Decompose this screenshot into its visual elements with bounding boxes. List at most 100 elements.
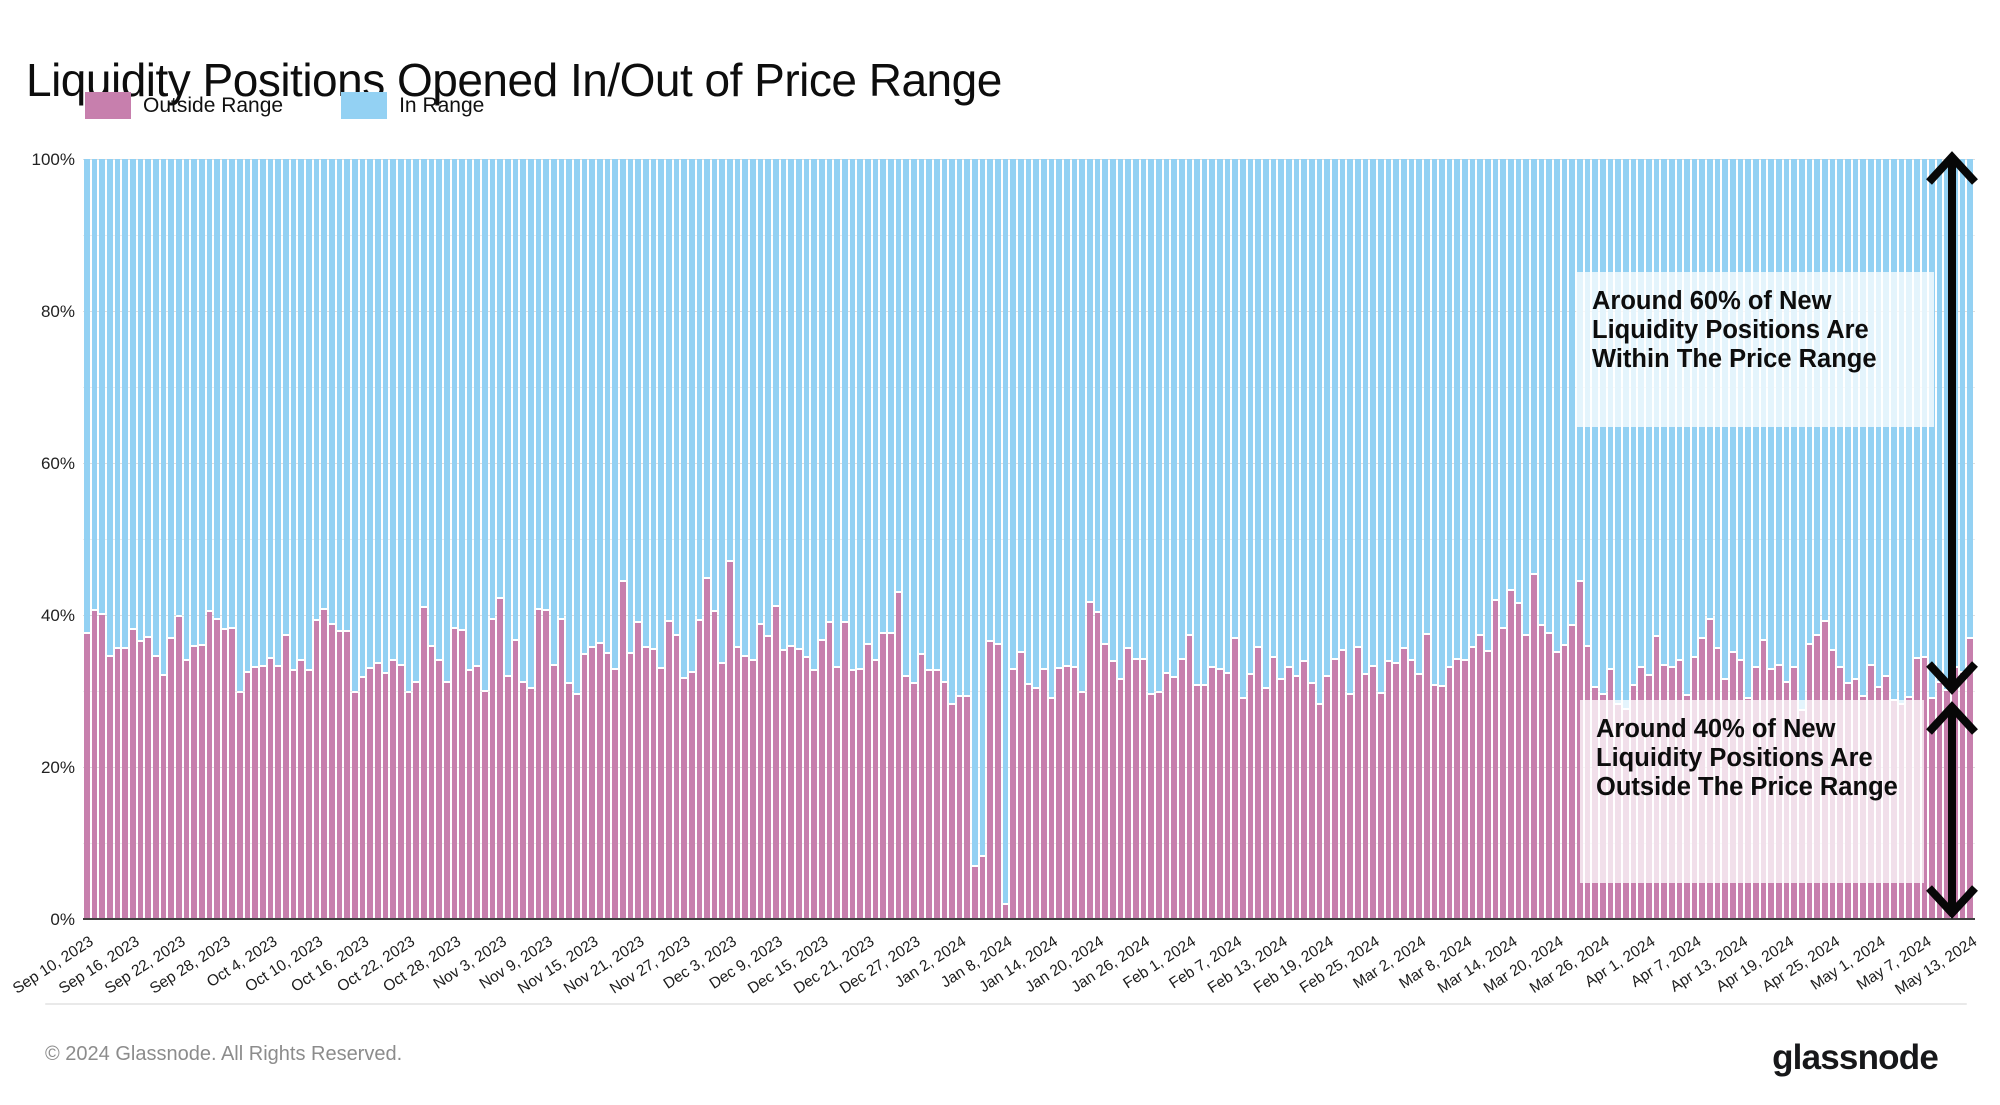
bar-in-range-segment[interactable] — [1569, 159, 1575, 625]
bar-in-range-segment[interactable] — [99, 159, 105, 613]
bar-outside-range-segment[interactable] — [1316, 702, 1323, 919]
bar[interactable] — [1438, 159, 1446, 919]
bar-in-range-segment[interactable] — [543, 159, 550, 610]
bar-outside-range-segment[interactable] — [834, 666, 840, 919]
bar[interactable] — [879, 159, 887, 919]
bar[interactable] — [902, 159, 910, 919]
bar-in-range-segment[interactable] — [841, 159, 848, 622]
bar-in-range-segment[interactable] — [681, 159, 687, 677]
bar[interactable] — [343, 159, 351, 919]
bar-outside-range-segment[interactable] — [1446, 666, 1453, 919]
bar[interactable] — [619, 159, 627, 919]
bar-outside-range-segment[interactable] — [1929, 696, 1935, 919]
bar-outside-range-segment[interactable] — [635, 621, 641, 919]
bar-outside-range-segment[interactable] — [681, 676, 687, 919]
bar-outside-range-segment[interactable] — [1362, 673, 1369, 919]
bar[interactable] — [206, 159, 214, 919]
bar[interactable] — [849, 159, 857, 919]
bar[interactable] — [83, 159, 91, 919]
bar-outside-range-segment[interactable] — [137, 639, 144, 919]
bar-in-range-segment[interactable] — [221, 159, 228, 629]
bar-in-range-segment[interactable] — [1071, 159, 1078, 667]
bar-in-range-segment[interactable] — [834, 159, 840, 667]
bar-outside-range-segment[interactable] — [306, 669, 312, 919]
bar-in-range-segment[interactable] — [887, 159, 894, 632]
bar-in-range-segment[interactable] — [972, 159, 978, 866]
bar[interactable] — [963, 159, 971, 919]
bar-in-range-segment[interactable] — [1255, 159, 1262, 646]
bar-outside-range-segment[interactable] — [1324, 674, 1330, 919]
bar-outside-range-segment[interactable] — [1286, 666, 1292, 919]
bar-in-range-segment[interactable] — [627, 159, 634, 652]
bar-in-range-segment[interactable] — [1217, 159, 1223, 668]
bar-in-range-segment[interactable] — [275, 159, 282, 666]
bar[interactable] — [351, 159, 359, 919]
bar-outside-range-segment[interactable] — [329, 622, 335, 919]
bar-outside-range-segment[interactable] — [910, 682, 917, 919]
bar-in-range-segment[interactable] — [857, 159, 863, 668]
bar-outside-range-segment[interactable] — [1523, 634, 1530, 919]
bar-outside-range-segment[interactable] — [198, 644, 205, 919]
bar[interactable] — [504, 159, 512, 919]
bar[interactable] — [1132, 159, 1140, 919]
bar-in-range-segment[interactable] — [1010, 159, 1017, 669]
bar-in-range-segment[interactable] — [91, 159, 98, 610]
bar-outside-range-segment[interactable] — [183, 658, 190, 919]
bar-outside-range-segment[interactable] — [811, 669, 817, 919]
bar-in-range-segment[interactable] — [1385, 159, 1392, 661]
bar-outside-range-segment[interactable] — [443, 681, 450, 919]
bar-outside-range-segment[interactable] — [1385, 660, 1392, 919]
bar-outside-range-segment[interactable] — [742, 654, 749, 919]
bar-in-range-segment[interactable] — [1485, 159, 1491, 651]
bar-in-range-segment[interactable] — [168, 159, 174, 638]
bar-in-range-segment[interactable] — [589, 159, 595, 647]
bar[interactable] — [512, 159, 520, 919]
bar-in-range-segment[interactable] — [581, 159, 588, 653]
bar-outside-range-segment[interactable] — [1186, 634, 1193, 919]
bar-in-range-segment[interactable] — [895, 159, 902, 591]
bar[interactable] — [864, 159, 872, 919]
bar[interactable] — [1507, 159, 1515, 919]
bar-outside-range-segment[interactable] — [1102, 642, 1108, 919]
bar-outside-range-segment[interactable] — [191, 644, 197, 919]
bar[interactable] — [236, 159, 244, 919]
bar-outside-range-segment[interactable] — [1270, 656, 1277, 919]
bar[interactable] — [290, 159, 298, 919]
bar-outside-range-segment[interactable] — [1010, 668, 1017, 919]
bar-in-range-segment[interactable] — [106, 159, 113, 655]
bar-in-range-segment[interactable] — [1163, 159, 1170, 673]
bar-in-range-segment[interactable] — [359, 159, 366, 677]
bar-in-range-segment[interactable] — [1944, 159, 1951, 689]
bar[interactable] — [787, 159, 795, 919]
bar[interactable] — [979, 159, 987, 919]
bar-in-range-segment[interactable] — [84, 159, 90, 632]
bar-in-range-segment[interactable] — [1018, 159, 1024, 651]
bar-in-range-segment[interactable] — [528, 159, 534, 688]
bar-outside-range-segment[interactable] — [1025, 682, 1032, 919]
bar-in-range-segment[interactable] — [1377, 159, 1384, 693]
bar-in-range-segment[interactable] — [229, 159, 236, 628]
bar[interactable] — [780, 159, 788, 919]
bar-in-range-segment[interactable] — [451, 159, 458, 627]
bar-in-range-segment[interactable] — [1622, 159, 1629, 708]
bar-outside-range-segment[interactable] — [1209, 666, 1216, 919]
bar[interactable] — [1959, 159, 1967, 919]
bar-in-range-segment[interactable] — [382, 159, 389, 673]
bar-in-range-segment[interactable] — [520, 159, 527, 681]
bar[interactable] — [1484, 159, 1492, 919]
bar-in-range-segment[interactable] — [1002, 159, 1009, 904]
bar[interactable] — [872, 159, 880, 919]
bar-outside-range-segment[interactable] — [803, 656, 810, 919]
bar-in-range-segment[interactable] — [1354, 159, 1361, 646]
bar[interactable] — [366, 159, 374, 919]
bar-outside-range-segment[interactable] — [206, 609, 213, 919]
bar-in-range-segment[interactable] — [1232, 159, 1239, 638]
bar-in-range-segment[interactable] — [505, 159, 511, 676]
bar[interactable] — [1262, 159, 1270, 919]
bar-outside-range-segment[interactable] — [489, 617, 496, 919]
bar[interactable] — [1300, 159, 1308, 919]
bar-outside-range-segment[interactable] — [788, 644, 795, 919]
bar[interactable] — [810, 159, 818, 919]
bar[interactable] — [1492, 159, 1500, 919]
bar[interactable] — [856, 159, 864, 919]
